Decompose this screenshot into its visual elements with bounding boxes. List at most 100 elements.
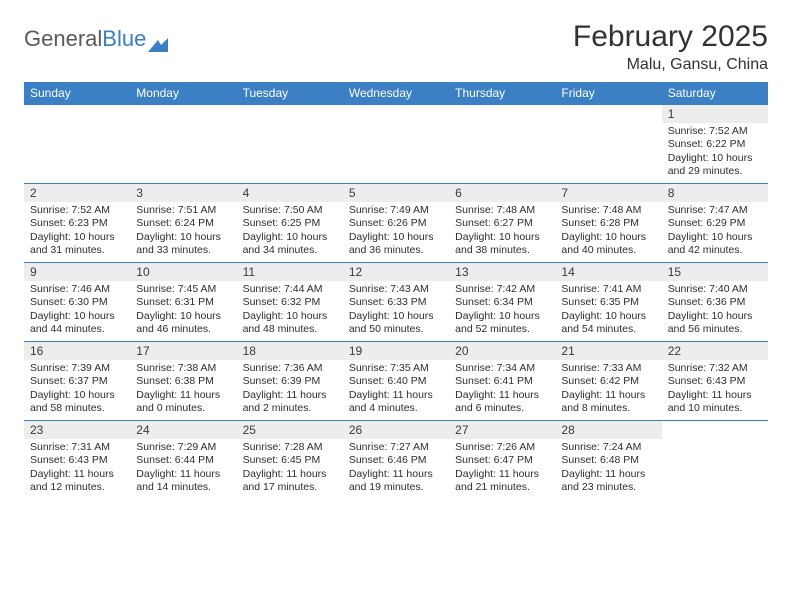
day-body: Sunrise: 7:40 AMSunset: 6:36 PMDaylight:… [662, 281, 768, 341]
dow-tuesday: Tuesday [237, 82, 343, 105]
day-sunset: Sunset: 6:33 PM [349, 296, 443, 309]
day-sunrise: Sunrise: 7:39 AM [30, 362, 124, 375]
day-cell: 21Sunrise: 7:33 AMSunset: 6:42 PMDayligh… [555, 342, 661, 420]
day-body: Sunrise: 7:34 AMSunset: 6:41 PMDaylight:… [449, 360, 555, 420]
day-cell: 27Sunrise: 7:26 AMSunset: 6:47 PMDayligh… [449, 421, 555, 499]
day-daylight: Daylight: 11 hours and 2 minutes. [243, 389, 337, 416]
day-cell: 16Sunrise: 7:39 AMSunset: 6:37 PMDayligh… [24, 342, 130, 420]
day-sunrise: Sunrise: 7:48 AM [455, 204, 549, 217]
day-number [130, 105, 236, 109]
day-sunrise: Sunrise: 7:44 AM [243, 283, 337, 296]
day-daylight: Daylight: 10 hours and 42 minutes. [668, 231, 762, 258]
day-number: 12 [343, 263, 449, 281]
day-daylight: Daylight: 10 hours and 52 minutes. [455, 310, 549, 337]
day-number: 19 [343, 342, 449, 360]
day-daylight: Daylight: 10 hours and 33 minutes. [136, 231, 230, 258]
day-cell: 2Sunrise: 7:52 AMSunset: 6:23 PMDaylight… [24, 184, 130, 262]
day-body: Sunrise: 7:33 AMSunset: 6:42 PMDaylight:… [555, 360, 661, 420]
week-row: 16Sunrise: 7:39 AMSunset: 6:37 PMDayligh… [24, 341, 768, 420]
day-daylight: Daylight: 10 hours and 58 minutes. [30, 389, 124, 416]
day-cell: 6Sunrise: 7:48 AMSunset: 6:27 PMDaylight… [449, 184, 555, 262]
page-title: February 2025 [573, 20, 768, 54]
brand-text-1: General [24, 26, 102, 52]
day-body: Sunrise: 7:31 AMSunset: 6:43 PMDaylight:… [24, 439, 130, 499]
day-daylight: Daylight: 11 hours and 4 minutes. [349, 389, 443, 416]
day-cell [130, 105, 236, 183]
dow-wednesday: Wednesday [343, 82, 449, 105]
day-daylight: Daylight: 10 hours and 56 minutes. [668, 310, 762, 337]
brand-text-2: Blue [102, 26, 146, 52]
calendar-grid: Sunday Monday Tuesday Wednesday Thursday… [24, 82, 768, 499]
day-cell [24, 105, 130, 183]
day-sunrise: Sunrise: 7:36 AM [243, 362, 337, 375]
day-sunrise: Sunrise: 7:32 AM [668, 362, 762, 375]
day-cell: 15Sunrise: 7:40 AMSunset: 6:36 PMDayligh… [662, 263, 768, 341]
day-body: Sunrise: 7:49 AMSunset: 6:26 PMDaylight:… [343, 202, 449, 262]
day-daylight: Daylight: 11 hours and 19 minutes. [349, 468, 443, 495]
day-sunset: Sunset: 6:46 PM [349, 454, 443, 467]
day-cell: 9Sunrise: 7:46 AMSunset: 6:30 PMDaylight… [24, 263, 130, 341]
day-number [555, 105, 661, 109]
day-cell [449, 105, 555, 183]
day-sunrise: Sunrise: 7:52 AM [668, 125, 762, 138]
day-cell: 19Sunrise: 7:35 AMSunset: 6:40 PMDayligh… [343, 342, 449, 420]
calendar-page: GeneralBlue February 2025 Malu, Gansu, C… [0, 0, 792, 509]
day-number: 21 [555, 342, 661, 360]
day-daylight: Daylight: 10 hours and 44 minutes. [30, 310, 124, 337]
day-number [24, 105, 130, 109]
day-body: Sunrise: 7:51 AMSunset: 6:24 PMDaylight:… [130, 202, 236, 262]
day-body: Sunrise: 7:42 AMSunset: 6:34 PMDaylight:… [449, 281, 555, 341]
day-cell: 25Sunrise: 7:28 AMSunset: 6:45 PMDayligh… [237, 421, 343, 499]
day-sunset: Sunset: 6:42 PM [561, 375, 655, 388]
day-daylight: Daylight: 11 hours and 0 minutes. [136, 389, 230, 416]
day-sunrise: Sunrise: 7:41 AM [561, 283, 655, 296]
day-body: Sunrise: 7:41 AMSunset: 6:35 PMDaylight:… [555, 281, 661, 341]
day-cell: 1Sunrise: 7:52 AMSunset: 6:22 PMDaylight… [662, 105, 768, 183]
day-cell: 5Sunrise: 7:49 AMSunset: 6:26 PMDaylight… [343, 184, 449, 262]
day-daylight: Daylight: 11 hours and 10 minutes. [668, 389, 762, 416]
day-sunset: Sunset: 6:38 PM [136, 375, 230, 388]
weeks-container: 1Sunrise: 7:52 AMSunset: 6:22 PMDaylight… [24, 105, 768, 499]
day-daylight: Daylight: 11 hours and 6 minutes. [455, 389, 549, 416]
week-row: 1Sunrise: 7:52 AMSunset: 6:22 PMDaylight… [24, 105, 768, 183]
day-sunset: Sunset: 6:40 PM [349, 375, 443, 388]
day-sunrise: Sunrise: 7:38 AM [136, 362, 230, 375]
day-sunrise: Sunrise: 7:47 AM [668, 204, 762, 217]
day-daylight: Daylight: 11 hours and 8 minutes. [561, 389, 655, 416]
day-daylight: Daylight: 10 hours and 46 minutes. [136, 310, 230, 337]
dow-header-row: Sunday Monday Tuesday Wednesday Thursday… [24, 82, 768, 105]
day-sunrise: Sunrise: 7:24 AM [561, 441, 655, 454]
day-cell [343, 105, 449, 183]
day-sunset: Sunset: 6:44 PM [136, 454, 230, 467]
day-sunset: Sunset: 6:36 PM [668, 296, 762, 309]
day-sunrise: Sunrise: 7:31 AM [30, 441, 124, 454]
day-cell: 8Sunrise: 7:47 AMSunset: 6:29 PMDaylight… [662, 184, 768, 262]
day-daylight: Daylight: 11 hours and 12 minutes. [30, 468, 124, 495]
brand-logo: GeneralBlue [24, 26, 168, 52]
day-number: 10 [130, 263, 236, 281]
day-cell: 23Sunrise: 7:31 AMSunset: 6:43 PMDayligh… [24, 421, 130, 499]
day-sunrise: Sunrise: 7:28 AM [243, 441, 337, 454]
day-body: Sunrise: 7:32 AMSunset: 6:43 PMDaylight:… [662, 360, 768, 420]
day-sunset: Sunset: 6:26 PM [349, 217, 443, 230]
day-cell: 10Sunrise: 7:45 AMSunset: 6:31 PMDayligh… [130, 263, 236, 341]
day-body: Sunrise: 7:28 AMSunset: 6:45 PMDaylight:… [237, 439, 343, 499]
day-body: Sunrise: 7:44 AMSunset: 6:32 PMDaylight:… [237, 281, 343, 341]
day-sunset: Sunset: 6:24 PM [136, 217, 230, 230]
day-number: 18 [237, 342, 343, 360]
day-cell: 17Sunrise: 7:38 AMSunset: 6:38 PMDayligh… [130, 342, 236, 420]
day-cell [555, 105, 661, 183]
day-body: Sunrise: 7:38 AMSunset: 6:38 PMDaylight:… [130, 360, 236, 420]
day-number: 7 [555, 184, 661, 202]
day-cell: 13Sunrise: 7:42 AMSunset: 6:34 PMDayligh… [449, 263, 555, 341]
day-sunrise: Sunrise: 7:45 AM [136, 283, 230, 296]
day-daylight: Daylight: 11 hours and 14 minutes. [136, 468, 230, 495]
day-number: 5 [343, 184, 449, 202]
dow-monday: Monday [130, 82, 236, 105]
day-cell: 18Sunrise: 7:36 AMSunset: 6:39 PMDayligh… [237, 342, 343, 420]
day-body: Sunrise: 7:47 AMSunset: 6:29 PMDaylight:… [662, 202, 768, 262]
day-number: 16 [24, 342, 130, 360]
day-body: Sunrise: 7:39 AMSunset: 6:37 PMDaylight:… [24, 360, 130, 420]
day-body: Sunrise: 7:50 AMSunset: 6:25 PMDaylight:… [237, 202, 343, 262]
day-body: Sunrise: 7:45 AMSunset: 6:31 PMDaylight:… [130, 281, 236, 341]
